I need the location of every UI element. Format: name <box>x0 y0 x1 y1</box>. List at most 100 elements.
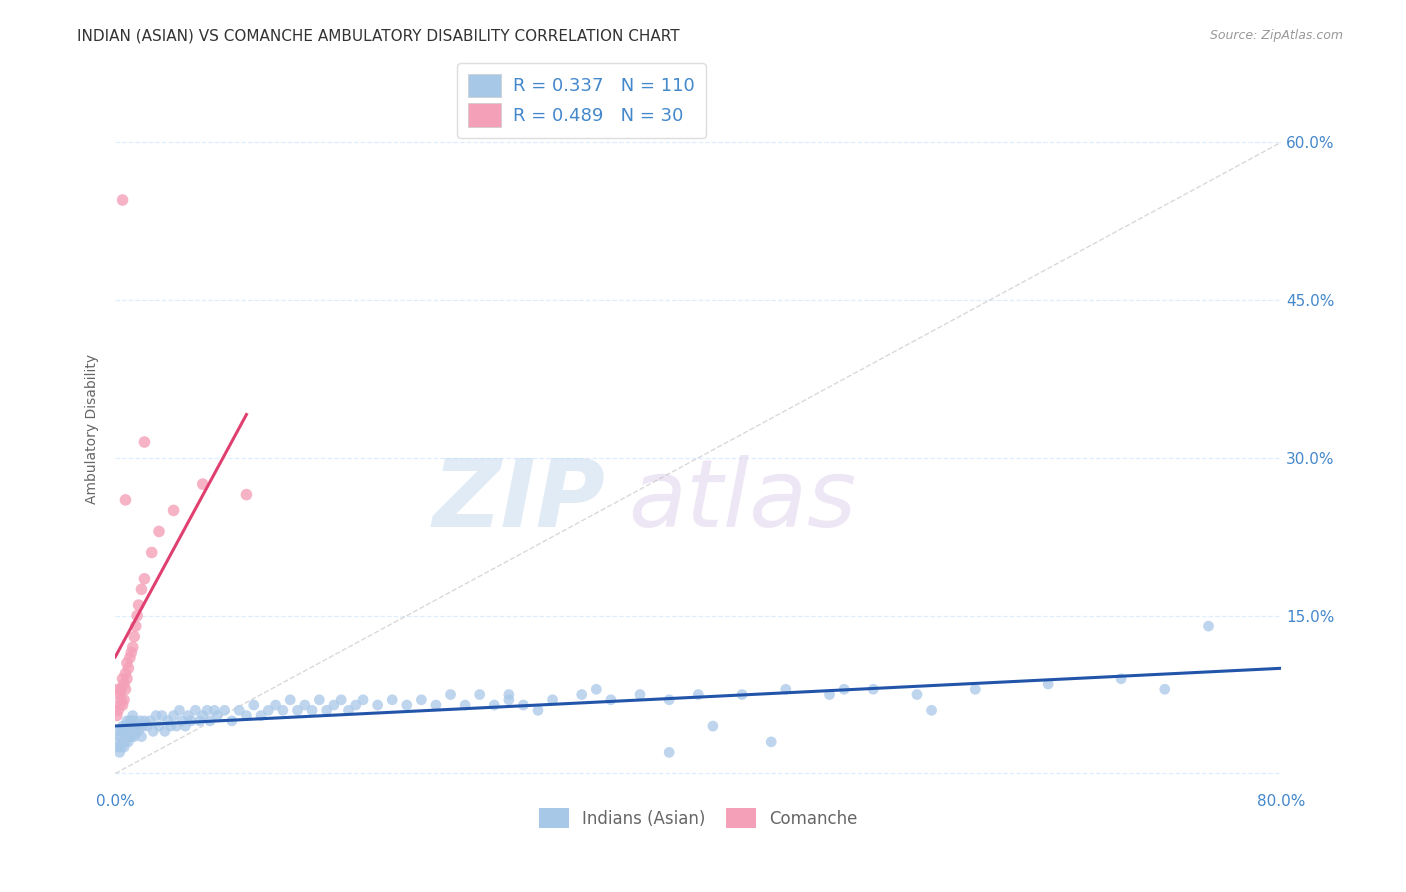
Point <box>112 740 135 755</box>
Point <box>107 682 129 697</box>
Point <box>111 672 134 686</box>
Point <box>264 698 287 712</box>
Point <box>498 688 520 702</box>
Point <box>352 693 374 707</box>
Point <box>702 719 724 733</box>
Point <box>180 714 202 728</box>
Point <box>153 724 176 739</box>
Point <box>1109 672 1132 686</box>
Point <box>118 730 141 744</box>
Point <box>121 640 143 655</box>
Point <box>775 682 797 697</box>
Point <box>337 703 360 717</box>
Point <box>761 735 783 749</box>
Point <box>115 656 138 670</box>
Point <box>468 688 491 702</box>
Point <box>115 730 138 744</box>
Point <box>114 666 136 681</box>
Point <box>599 693 621 707</box>
Point <box>628 688 651 702</box>
Point <box>172 714 194 728</box>
Point <box>169 703 191 717</box>
Point <box>188 714 211 728</box>
Point <box>411 693 433 707</box>
Point <box>110 682 132 697</box>
Point <box>965 682 987 697</box>
Point <box>114 719 136 733</box>
Point <box>125 724 148 739</box>
Point <box>110 740 132 755</box>
Point <box>110 724 132 739</box>
Point <box>127 608 149 623</box>
Point <box>145 708 167 723</box>
Point <box>294 698 316 712</box>
Point <box>134 435 156 450</box>
Point <box>125 619 148 633</box>
Point <box>184 703 207 717</box>
Point <box>139 714 162 728</box>
Point <box>108 688 131 702</box>
Text: INDIAN (ASIAN) VS COMANCHE AMBULATORY DISABILITY CORRELATION CHART: INDIAN (ASIAN) VS COMANCHE AMBULATORY DI… <box>77 29 681 44</box>
Point <box>111 719 134 733</box>
Point <box>174 719 197 733</box>
Point <box>512 698 534 712</box>
Point <box>344 698 367 712</box>
Point <box>162 708 184 723</box>
Text: ZIP: ZIP <box>432 455 605 547</box>
Point <box>112 677 135 691</box>
Legend: Indians (Asian), Comanche: Indians (Asian), Comanche <box>533 801 865 835</box>
Point <box>117 661 139 675</box>
Point <box>381 693 404 707</box>
Point <box>108 730 131 744</box>
Point <box>117 719 139 733</box>
Point <box>148 719 170 733</box>
Point <box>134 714 156 728</box>
Point <box>142 724 165 739</box>
Point <box>330 693 353 707</box>
Point <box>122 714 145 728</box>
Point <box>301 703 323 717</box>
Point <box>108 698 131 712</box>
Point <box>129 714 152 728</box>
Point <box>108 745 131 759</box>
Point <box>111 698 134 712</box>
Point <box>367 698 389 712</box>
Y-axis label: Ambulatory Disability: Ambulatory Disability <box>86 354 100 504</box>
Point <box>235 488 257 502</box>
Point <box>257 703 280 717</box>
Text: Source: ZipAtlas.com: Source: ZipAtlas.com <box>1209 29 1343 42</box>
Point <box>121 708 143 723</box>
Point <box>250 708 273 723</box>
Point <box>111 735 134 749</box>
Point <box>425 698 447 712</box>
Point <box>122 730 145 744</box>
Point <box>439 688 461 702</box>
Point <box>905 688 928 702</box>
Point <box>131 730 153 744</box>
Point <box>114 492 136 507</box>
Point <box>156 714 179 728</box>
Point <box>115 672 138 686</box>
Point <box>921 703 943 717</box>
Point <box>278 693 301 707</box>
Point <box>107 703 129 717</box>
Point <box>177 708 200 723</box>
Point <box>271 703 294 717</box>
Point <box>242 698 264 712</box>
Point <box>105 735 128 749</box>
Point <box>120 714 142 728</box>
Point <box>195 703 218 717</box>
Point <box>127 719 149 733</box>
Point <box>484 698 506 712</box>
Point <box>191 708 214 723</box>
Point <box>395 698 418 712</box>
Point <box>688 688 710 702</box>
Point <box>112 724 135 739</box>
Point <box>107 724 129 739</box>
Point <box>105 708 128 723</box>
Point <box>658 745 681 759</box>
Point <box>832 682 855 697</box>
Point <box>228 703 250 717</box>
Point <box>115 714 138 728</box>
Point <box>120 645 142 659</box>
